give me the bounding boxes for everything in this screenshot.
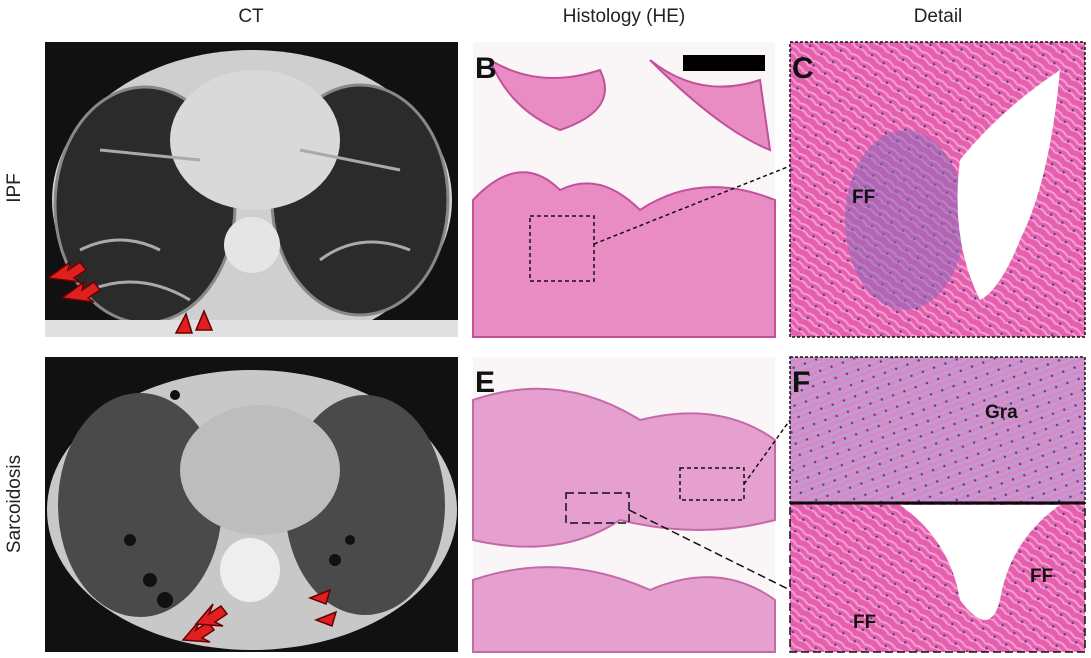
- shape: [46, 260, 88, 283]
- tissue: [472, 387, 776, 653]
- tissue: [472, 57, 776, 338]
- panel-letter: B: [475, 52, 497, 85]
- shape: [170, 390, 180, 400]
- shape: [307, 588, 332, 605]
- fibroblast-focus: [845, 130, 965, 310]
- detail-image: [790, 357, 1085, 503]
- shape: [170, 70, 340, 210]
- panel-letter: D: [47, 366, 69, 399]
- lumen: [900, 505, 1060, 620]
- shape: [58, 393, 222, 617]
- shape: [45, 320, 458, 337]
- annotation: Gra: [985, 402, 1018, 423]
- annotation: FF: [853, 612, 876, 633]
- shape: [79, 148, 411, 302]
- annotation: FF: [1030, 566, 1053, 587]
- frame: [789, 41, 1086, 338]
- shape: [194, 603, 229, 627]
- panel-letter: E: [475, 366, 495, 399]
- panel-letter: A: [47, 52, 69, 85]
- shape: [157, 592, 173, 608]
- annotation: FF: [852, 187, 875, 208]
- shape: [194, 309, 214, 331]
- shape: [313, 610, 338, 627]
- shape: [60, 280, 102, 303]
- lumen: [957, 70, 1060, 300]
- panel-letter: C: [792, 52, 814, 85]
- ct-image: [45, 357, 458, 652]
- zoom-line: [743, 419, 791, 485]
- column-header: Detail: [914, 6, 963, 27]
- arrow-markers: [46, 260, 338, 643]
- column-header: CT: [238, 6, 264, 27]
- shape: [124, 534, 136, 546]
- shape: [224, 217, 280, 273]
- zoom-box: [565, 492, 630, 524]
- ct-image: [45, 42, 458, 337]
- frame: [789, 502, 1086, 653]
- shape: [345, 535, 355, 545]
- shape: [174, 312, 194, 334]
- scale-bar: [683, 55, 765, 71]
- zoom-line: [628, 509, 791, 591]
- shape: [180, 405, 340, 535]
- shape: [329, 554, 341, 566]
- column-header: Histology (HE): [563, 6, 685, 27]
- zoom-line: [593, 165, 791, 245]
- row-label: IPF: [4, 173, 25, 203]
- shape: [124, 390, 355, 608]
- shape: [220, 538, 280, 602]
- row-label: Sarcoidosis: [4, 455, 25, 553]
- panel-letter: F: [792, 366, 810, 399]
- shape: [143, 573, 157, 587]
- zoom-box: [529, 215, 595, 282]
- frame: [789, 356, 1086, 504]
